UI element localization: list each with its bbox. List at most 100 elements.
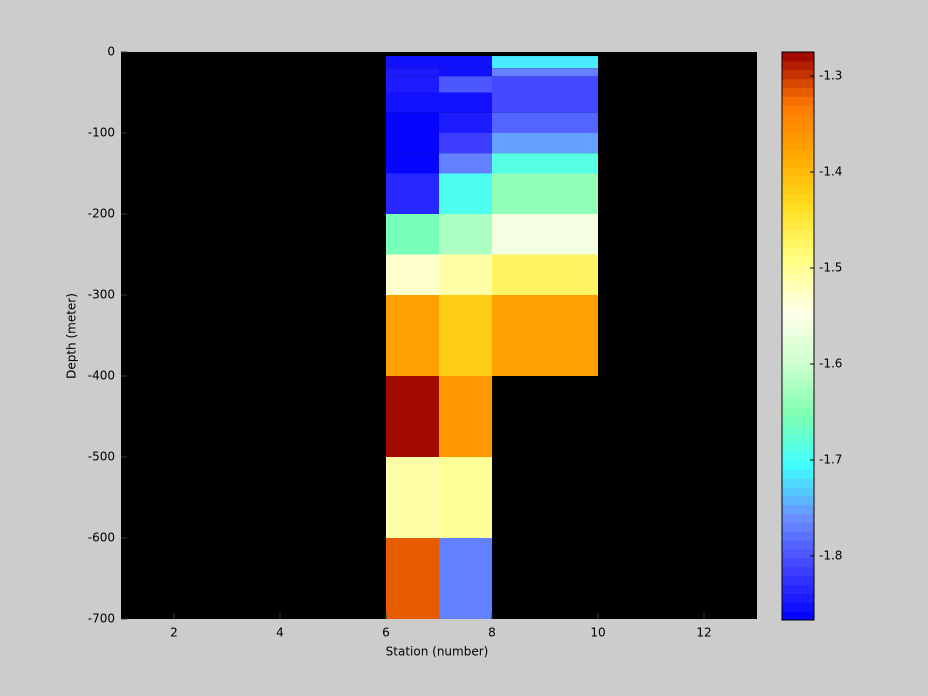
y-tick-label: 0 bbox=[107, 45, 115, 59]
colorbar-swatch bbox=[782, 531, 814, 541]
heatmap-cell bbox=[439, 538, 492, 619]
y-axis-label: Depth (meter) bbox=[65, 293, 79, 379]
colorbar-swatch bbox=[782, 167, 814, 177]
colorbar-swatch bbox=[782, 602, 814, 612]
heatmap-cell bbox=[386, 68, 439, 77]
heatmap-cell bbox=[439, 295, 492, 376]
colorbar-swatch bbox=[782, 158, 814, 168]
heatmap-cell bbox=[439, 214, 492, 255]
heatmap-cell bbox=[386, 153, 439, 174]
colorbar-swatch bbox=[782, 451, 814, 461]
colorbar-swatch bbox=[782, 593, 814, 603]
colorbar-swatch bbox=[782, 247, 814, 257]
heatmap-cell bbox=[492, 214, 598, 255]
colorbar-swatch bbox=[782, 256, 814, 266]
colorbar-tick-label: -1.6 bbox=[819, 356, 842, 370]
colorbar-swatch bbox=[782, 265, 814, 275]
heatmap-cell bbox=[386, 295, 439, 376]
colorbar-swatch bbox=[782, 282, 814, 293]
colorbar-swatch bbox=[782, 344, 814, 355]
colorbar-swatch bbox=[782, 123, 814, 133]
heatmap-cell bbox=[386, 376, 439, 457]
heatmap-cell bbox=[492, 153, 598, 174]
colorbar-swatch bbox=[782, 433, 814, 443]
colorbar-swatch bbox=[782, 540, 814, 550]
colorbar-swatch bbox=[782, 78, 814, 88]
y-tick-label: -300 bbox=[88, 288, 115, 302]
colorbar-swatch bbox=[782, 353, 814, 364]
heatmap-cell bbox=[386, 254, 439, 295]
heatmap-cell bbox=[439, 56, 492, 69]
colorbar-swatch bbox=[782, 318, 814, 328]
heatmap-cell bbox=[439, 112, 492, 133]
colorbar-tick-label: -1.3 bbox=[819, 68, 842, 82]
colorbar-swatch bbox=[782, 371, 814, 381]
colorbar-swatch bbox=[782, 185, 814, 195]
colorbar-swatch bbox=[782, 460, 814, 470]
colorbar-swatch bbox=[782, 389, 814, 399]
colorbar-swatch bbox=[782, 469, 814, 479]
heatmap-cell bbox=[492, 76, 598, 93]
colorbar-swatch bbox=[782, 114, 814, 124]
colorbar-swatch bbox=[782, 424, 814, 435]
colorbar-swatch bbox=[782, 362, 814, 372]
heatmap-cell bbox=[386, 133, 439, 154]
heatmap-cell bbox=[439, 68, 492, 77]
heatmap-cell bbox=[492, 68, 598, 77]
y-tick-label: -500 bbox=[88, 450, 115, 464]
colorbar-swatch bbox=[782, 549, 814, 559]
heatmap-cell bbox=[492, 295, 598, 376]
colorbar-frame bbox=[781, 51, 815, 621]
heatmap-cell bbox=[492, 133, 598, 154]
colorbar-swatch bbox=[782, 566, 814, 577]
x-tick-label: 4 bbox=[276, 626, 284, 640]
x-tick-label: 8 bbox=[488, 626, 496, 640]
colorbar-swatch bbox=[782, 229, 814, 239]
heatmap-cell bbox=[492, 173, 598, 214]
colorbar-swatch bbox=[782, 69, 814, 80]
heatmap-cell bbox=[386, 76, 439, 93]
colorbar-swatch bbox=[782, 105, 814, 115]
colorbar-swatch bbox=[782, 584, 814, 594]
heatmap-cell bbox=[492, 56, 598, 69]
x-tick-label: 10 bbox=[590, 626, 605, 640]
colorbar-swatch bbox=[782, 220, 814, 230]
colorbar-swatch bbox=[782, 415, 814, 426]
heatmap-cell bbox=[439, 173, 492, 214]
colorbar-tick-label: -1.4 bbox=[819, 164, 842, 178]
y-tick-label: -100 bbox=[88, 126, 115, 140]
colorbar-swatch bbox=[782, 52, 814, 62]
colorbar-swatch bbox=[782, 238, 814, 248]
colorbar-swatch bbox=[782, 149, 814, 159]
y-tick-label: -200 bbox=[88, 207, 115, 221]
colorbar-swatch bbox=[782, 575, 814, 585]
colorbar-swatch bbox=[782, 300, 814, 310]
heatmap-cell bbox=[386, 173, 439, 214]
heatmap-cell bbox=[386, 214, 439, 255]
colorbar-swatch bbox=[782, 176, 814, 186]
colorbar-swatch bbox=[782, 87, 814, 97]
heatmap-cell bbox=[492, 92, 598, 113]
colorbar-swatch bbox=[782, 336, 814, 346]
colorbar-swatch bbox=[782, 194, 814, 204]
heatmap-cell bbox=[492, 254, 598, 295]
colorbar-swatch bbox=[782, 513, 814, 523]
x-tick-label: 12 bbox=[696, 626, 711, 640]
colorbar-swatch bbox=[782, 486, 814, 497]
colorbar-swatch bbox=[782, 504, 814, 514]
heatmap-cell bbox=[386, 112, 439, 133]
colorbar-tick-label: -1.7 bbox=[819, 452, 842, 466]
colorbar-swatch bbox=[782, 202, 814, 213]
heatmap-cell bbox=[439, 133, 492, 154]
heatmap-cell bbox=[492, 112, 598, 133]
colorbar-swatch bbox=[782, 211, 814, 222]
heatmap-cell bbox=[439, 76, 492, 93]
colorbar-swatch bbox=[782, 611, 814, 621]
colorbar-swatch bbox=[782, 557, 814, 568]
colorbar-swatch bbox=[782, 522, 814, 532]
y-tick-label: -700 bbox=[88, 612, 115, 626]
x-tick-label: 6 bbox=[382, 626, 390, 640]
colorbar-swatch bbox=[782, 96, 814, 106]
